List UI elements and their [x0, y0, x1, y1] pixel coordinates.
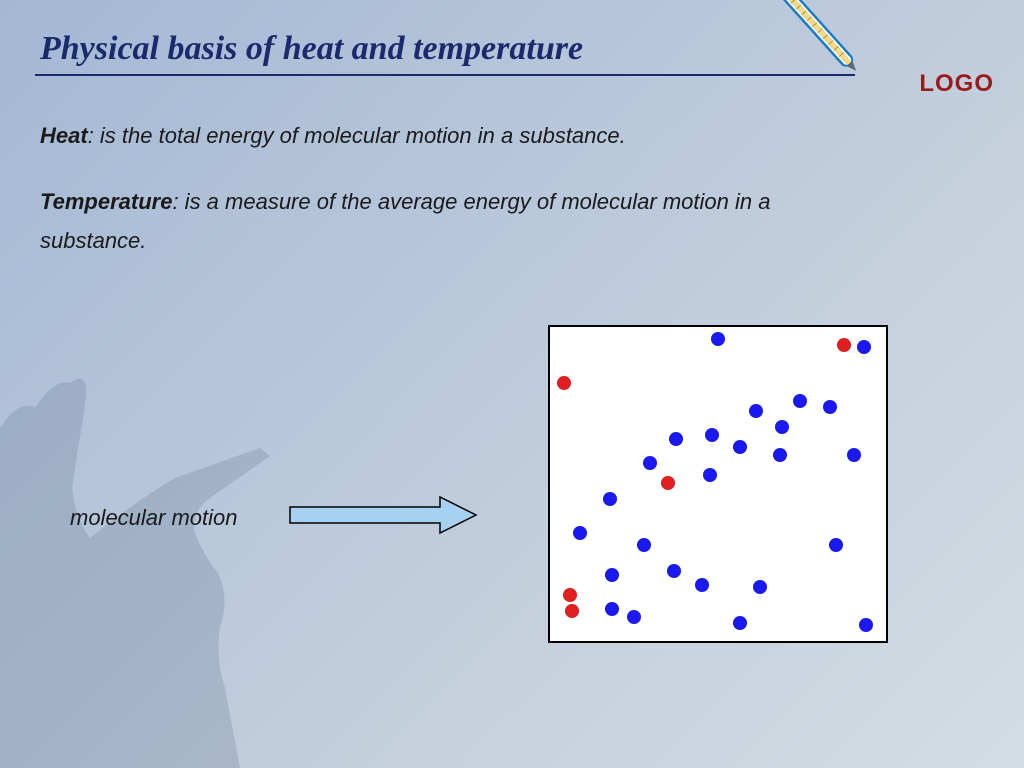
molecule-dot	[565, 604, 579, 618]
molecule-dot	[661, 476, 675, 490]
molecule-dot	[705, 428, 719, 442]
molecule-dot	[669, 432, 683, 446]
molecule-dot	[829, 538, 843, 552]
molecule-dot	[557, 376, 571, 390]
definition-heat: Heat: is the total energy of molecular m…	[40, 116, 800, 156]
molecule-dot	[837, 338, 851, 352]
definition-temperature: Temperature: is a measure of the average…	[40, 182, 800, 261]
molecule-dot	[773, 448, 787, 462]
molecule-dot	[775, 420, 789, 434]
molecule-dot	[563, 588, 577, 602]
molecular-motion-row: molecular motion	[70, 495, 478, 540]
term-heat: Heat	[40, 123, 88, 148]
definition-heat-text: : is the total energy of molecular motio…	[88, 123, 626, 148]
molecule-dot	[711, 332, 725, 346]
molecule-dot	[643, 456, 657, 470]
term-temperature: Temperature	[40, 189, 172, 214]
molecule-dot	[857, 340, 871, 354]
molecule-dot	[573, 526, 587, 540]
molecule-dot	[753, 580, 767, 594]
molecule-dot	[793, 394, 807, 408]
background-silhouette	[0, 348, 350, 768]
molecule-dot	[605, 602, 619, 616]
molecule-dot	[749, 404, 763, 418]
molecule-dot	[823, 400, 837, 414]
molecule-dot	[605, 568, 619, 582]
arrow-icon	[288, 495, 478, 540]
molecule-dot	[627, 610, 641, 624]
title-underline	[35, 74, 855, 76]
molecular-motion-diagram	[548, 325, 888, 643]
slide: Physical basis of heat and temperature L…	[0, 0, 1024, 768]
molecule-dot	[667, 564, 681, 578]
molecule-dot	[637, 538, 651, 552]
molecule-dot	[847, 448, 861, 462]
molecule-dot	[733, 616, 747, 630]
molecule-dot	[703, 468, 717, 482]
molecule-dot	[695, 578, 709, 592]
logo-text: LOGO	[919, 70, 994, 98]
molecular-motion-label: molecular motion	[70, 505, 238, 531]
molecule-dot	[603, 492, 617, 506]
molecule-dot	[859, 618, 873, 632]
molecule-dot	[733, 440, 747, 454]
